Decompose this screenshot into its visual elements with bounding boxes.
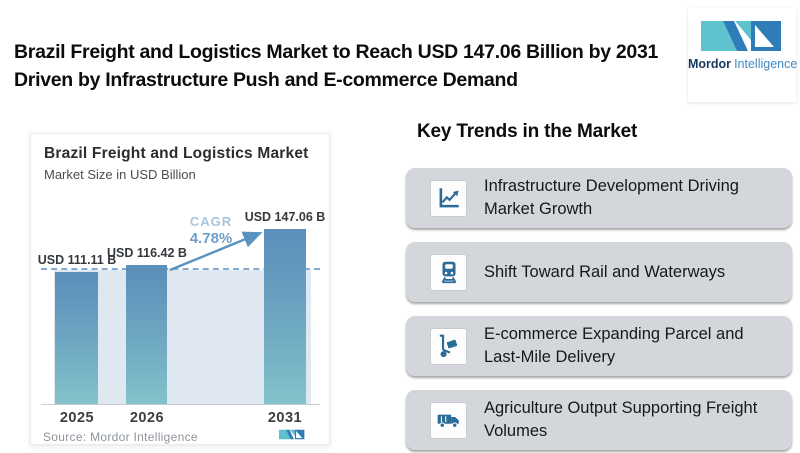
logo-text-intelligence: Intelligence [734, 57, 798, 71]
chart-title: Brazil Freight and Logistics Market [44, 145, 309, 162]
bar-value-label: USD 116.42 B [107, 246, 187, 260]
logo-wordmark: Mordor Intelligence [688, 57, 798, 71]
trend-label: E-commerce Expanding Parcel and Last-Mil… [484, 325, 744, 366]
trend-label: Shift Toward Rail and Waterways [484, 262, 726, 281]
key-trends-list: Infrastructure Development Driving Marke… [406, 168, 792, 450]
mordor-logo-icon [701, 21, 781, 51]
trend-card-4: Agriculture Output Supporting Freight Vo… [406, 390, 792, 450]
trend-label: Agriculture Output Supporting Freight Vo… [484, 399, 758, 440]
train-icon [430, 253, 467, 291]
key-trends-heading: Key Trends in the Market [417, 121, 638, 142]
x-axis-line [41, 404, 320, 405]
cagr-value: 4.78% [189, 230, 233, 247]
delivery-truck-icon [430, 401, 467, 439]
bar-2025 [55, 272, 98, 404]
trend-card-3: E-commerce Expanding Parcel and Last-Mil… [406, 316, 792, 376]
trend-label: Infrastructure Development Driving Marke… [484, 177, 739, 218]
x-axis-tick-label: 2025 [59, 410, 95, 426]
hand-truck-icon [430, 327, 467, 365]
page-title: Brazil Freight and Logistics Market to R… [14, 41, 659, 91]
cagr-annotation: CAGR 4.78% [176, 214, 246, 247]
x-axis-tick-label: 2026 [129, 410, 165, 426]
bar-value-label: USD 111.11 B [37, 253, 117, 267]
bar-value-label: USD 147.06 B [244, 210, 326, 224]
line-chart-growth-icon [430, 179, 467, 217]
source-label: Source: Mordor Intelligence [43, 430, 198, 444]
market-size-chart-card: Brazil Freight and Logistics Market Mark… [30, 133, 330, 445]
x-axis-tick-label: 2031 [267, 410, 303, 426]
mordor-mini-logo-icon [279, 429, 305, 440]
trend-card-2: Shift Toward Rail and Waterways [406, 242, 792, 302]
logo-text-mordor: Mordor [688, 57, 732, 71]
bar-2026 [126, 265, 167, 404]
chart-subtitle: Market Size in USD Billion [44, 167, 196, 182]
cagr-label: CAGR [189, 214, 233, 229]
mordor-intelligence-logo: Mordor Intelligence [688, 8, 798, 102]
trend-card-1: Infrastructure Development Driving Marke… [406, 168, 792, 228]
bar-2031 [264, 229, 306, 404]
